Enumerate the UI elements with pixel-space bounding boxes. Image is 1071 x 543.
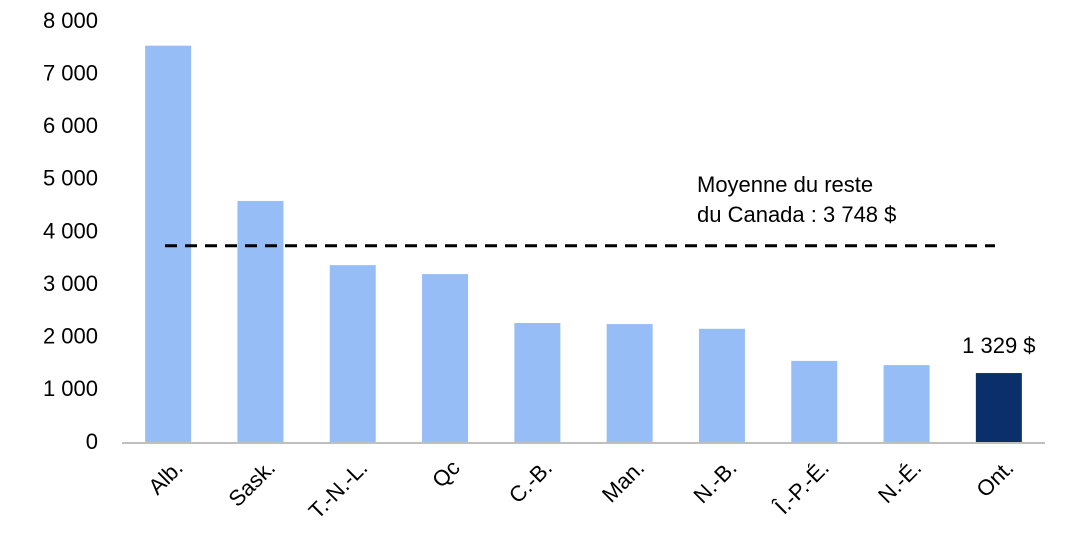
x-tick-label: Î.-P.-É. bbox=[769, 455, 834, 520]
x-tick-label: N.-B. bbox=[688, 455, 741, 508]
y-tick-label: 4 000 bbox=[43, 218, 98, 243]
bar bbox=[606, 324, 653, 443]
x-tick-label: Ont. bbox=[971, 455, 1018, 502]
bar bbox=[975, 373, 1022, 443]
bar bbox=[698, 328, 745, 443]
x-tick-label: C.-B. bbox=[504, 455, 557, 508]
x-tick-label: N.-É. bbox=[873, 455, 926, 508]
bar bbox=[422, 274, 469, 443]
y-tick-label: 1 000 bbox=[43, 376, 98, 401]
x-tick-label: Alb. bbox=[143, 455, 187, 499]
y-tick-label: 0 bbox=[86, 429, 98, 454]
x-tick-label: Sask. bbox=[224, 455, 281, 512]
x-tick-label: Qc bbox=[427, 455, 465, 493]
bar bbox=[883, 365, 930, 443]
reference-label: Moyenne du reste bbox=[697, 172, 873, 197]
bar bbox=[237, 200, 284, 443]
bar bbox=[791, 360, 838, 443]
y-tick-label: 5 000 bbox=[43, 166, 98, 191]
y-tick-label: 7 000 bbox=[43, 60, 98, 85]
y-tick-label: 2 000 bbox=[43, 324, 98, 349]
data-label: 1 329 $ bbox=[962, 333, 1035, 358]
y-tick-label: 8 000 bbox=[43, 8, 98, 33]
bar bbox=[514, 323, 561, 443]
x-tick-label: T.-N.-L. bbox=[304, 455, 373, 524]
reference-label: du Canada : 3 748 $ bbox=[697, 202, 896, 227]
y-tick-label: 6 000 bbox=[43, 113, 98, 138]
y-tick-label: 3 000 bbox=[43, 271, 98, 296]
bar bbox=[329, 265, 376, 443]
x-tick-label: Man. bbox=[597, 455, 649, 507]
